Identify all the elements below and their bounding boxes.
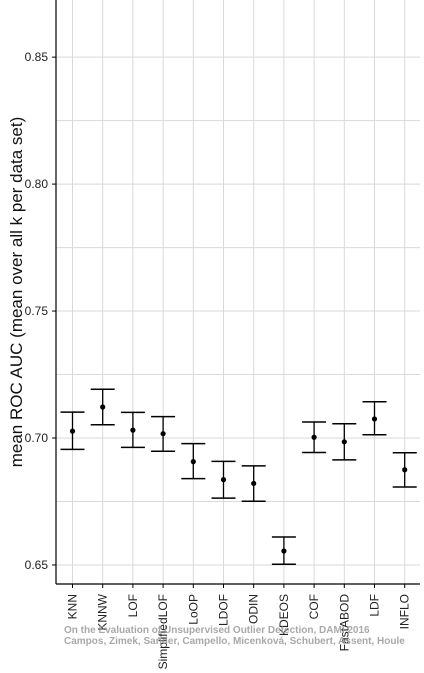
watermark-line-1: On the Evaluation of Unsupervised Outlie… [64,625,370,636]
labels-layer: 0.65 0.70 0.75 0.80 0.85 KNN KNNW LOF Simplified… [25,50,412,669]
y-tick-label: 0.80 [25,177,49,191]
marks-layer [60,388,417,565]
watermark-line-2: Campos, Zimek, Sander, Campello, Micenko… [64,636,405,647]
data-point [311,434,317,440]
y-tick-label: 0.70 [25,431,49,445]
x-tick-label: COF [307,594,321,619]
data-point [130,427,136,433]
data-point [160,431,166,437]
y-tick-label: 0.85 [25,50,49,64]
x-tick-label: SimplifiedLOF [156,594,170,669]
data-point [281,548,287,554]
watermark: On the Evaluation of Unsupervised Outlie… [64,625,405,647]
x-tick-label: LDF [368,594,382,617]
x-tick-label: KDEOS [277,594,291,636]
x-tick-label: KNNW [96,593,110,630]
x-tick-label: ODIN [247,594,261,624]
data-point [402,467,408,473]
data-point [251,480,257,487]
x-tick-label: INFLO [398,594,412,629]
x-tick-label: LOF [126,594,140,617]
y-axis-title: mean ROC AUC (mean over all k per data s… [7,117,26,468]
data-point [341,439,347,445]
axis-layer [52,0,420,588]
x-tick-label: FastABOD [337,594,351,652]
x-tick-label: KNN [66,594,80,619]
grid-layer [56,0,420,584]
data-point [100,404,106,410]
y-tick-label: 0.65 [25,558,49,572]
x-tick-label: LoOP [186,594,200,625]
data-point [190,459,196,465]
data-point [220,477,227,483]
data-point [371,416,378,422]
x-tick-label: LDOF [217,594,231,626]
data-point [69,428,76,434]
y-tick-label: 0.75 [25,304,49,318]
